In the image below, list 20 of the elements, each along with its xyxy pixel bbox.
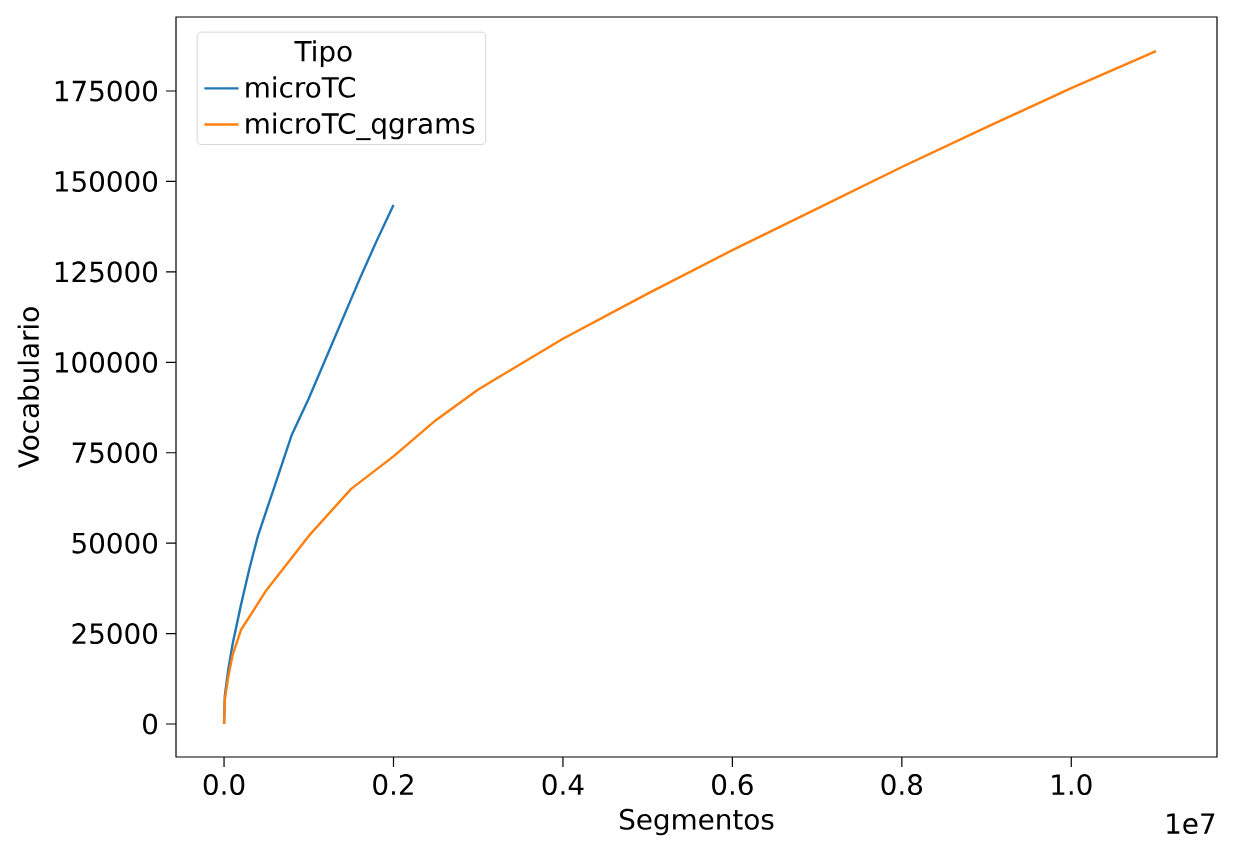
x-tick-label: 0.4	[542, 774, 584, 796]
y-tick-label: 150000	[55, 170, 158, 192]
text: 1e7	[1167, 813, 1215, 835]
y-tick-label: 75000	[72, 442, 158, 464]
x-tick-label: 0.8	[881, 774, 923, 796]
y-axis-title: Vocabulario	[17, 307, 40, 468]
x-tick-label: 1.0	[1052, 774, 1092, 796]
x-tick-label: 0.2	[373, 774, 413, 796]
x-tick-label: 0.0	[203, 774, 245, 796]
legend-label: microTC	[246, 76, 355, 98]
x-axis-title: Segmentos	[620, 808, 774, 836]
y-tick-label: 125000	[55, 261, 158, 283]
y-tick-label: 100000	[55, 351, 158, 373]
y-tick-label: 175000	[55, 80, 158, 102]
x-tick-label: 0.6	[712, 774, 753, 796]
y-tick-label: 25000	[72, 623, 158, 645]
y-tick-label: 0	[143, 713, 158, 735]
legend-title: Tipo	[294, 40, 352, 68]
legend-label: microTC_qgrams	[246, 112, 475, 141]
y-tick-label: 50000	[72, 532, 158, 554]
